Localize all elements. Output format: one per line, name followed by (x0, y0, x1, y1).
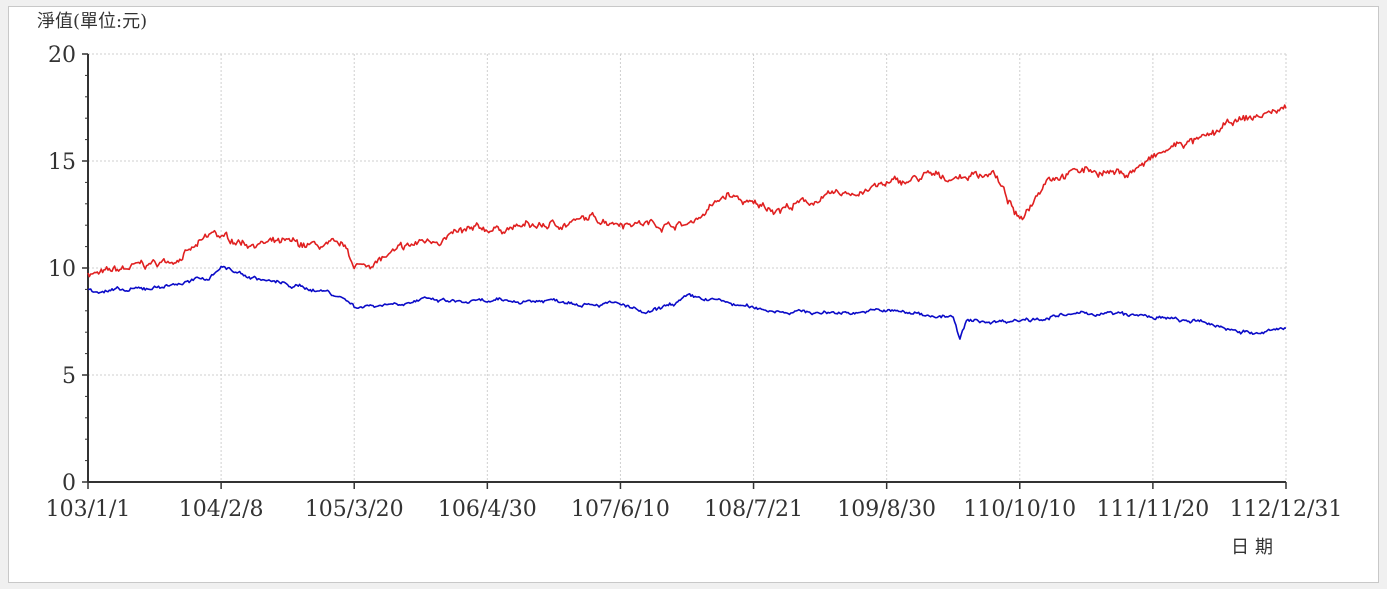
x-tick-label: 103/1/1 (46, 497, 131, 522)
y-tick-label: 10 (48, 257, 76, 282)
y-tick-label: 15 (48, 150, 76, 175)
y-tick-label: 0 (62, 471, 76, 496)
x-tick-label: 111/11/20 (1096, 497, 1209, 522)
series-line-blue (88, 265, 1287, 340)
gridlines (88, 53, 1287, 482)
x-tick-label: 104/2/8 (179, 497, 264, 522)
x-tick-label: 107/6/10 (571, 497, 670, 522)
x-tick-label: 112/12/31 (1230, 497, 1343, 522)
y-tick-label: 5 (62, 364, 76, 389)
nav-line-chart: 0 5 10 15 20 103/1/1 104/2/8 105/3/20 106/4/30 10… (37, 11, 1343, 558)
axes (82, 53, 1287, 489)
series-line-red (87, 104, 1287, 278)
x-tick-label: 109/8/30 (837, 497, 936, 522)
x-tick-label: 105/3/20 (305, 497, 404, 522)
y-tick-label: 20 (48, 43, 76, 68)
x-tick-label: 110/10/10 (963, 497, 1076, 522)
series-layer (87, 104, 1287, 340)
chart-frame: 0 5 10 15 20 103/1/1 104/2/8 105/3/20 106/4/30 10… (8, 6, 1379, 583)
x-axis-title: 日期 (1231, 537, 1279, 558)
tick-labels: 0 5 10 15 20 103/1/1 104/2/8 105/3/20 106/4/30 10… (46, 43, 1343, 522)
x-tick-label: 108/7/21 (704, 497, 803, 522)
x-tick-label: 106/4/30 (438, 497, 537, 522)
y-axis-title: 淨值(單位:元) (37, 11, 147, 32)
